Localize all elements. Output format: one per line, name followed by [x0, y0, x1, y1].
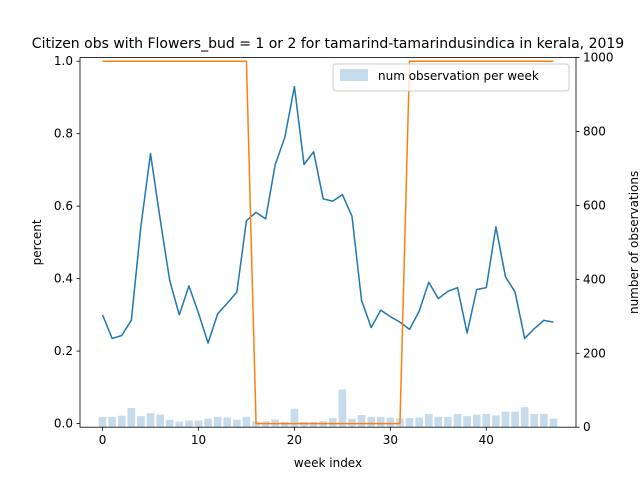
bar — [424, 413, 433, 428]
x-axis-label: week index — [294, 456, 362, 470]
bar — [501, 411, 510, 428]
bar — [376, 416, 385, 428]
bar — [127, 407, 136, 428]
bar — [204, 418, 212, 428]
legend-label: num observation per week — [378, 69, 539, 83]
bar — [520, 407, 529, 428]
y2-axis-label: number of observations — [627, 171, 640, 314]
y2-tick-label: 0 — [583, 420, 591, 434]
x-tick-label: 20 — [287, 433, 302, 447]
y-tick-label: 0.2 — [54, 344, 73, 358]
y-axis-right: 0 200 400 600 800 1000 — [576, 51, 614, 434]
y-axis-left: 0.0 0.2 0.4 0.6 0.8 1.0 — [54, 54, 80, 431]
bar — [137, 416, 145, 428]
bar — [434, 416, 443, 428]
bar — [280, 422, 289, 428]
y2-tick-label: 800 — [583, 125, 606, 139]
bar — [453, 413, 462, 428]
bar — [338, 389, 347, 428]
bar — [357, 415, 366, 428]
bar — [492, 415, 500, 428]
y-tick-label: 0.0 — [54, 417, 73, 431]
bar — [549, 418, 558, 428]
bar — [233, 419, 241, 428]
x-tick-label: 40 — [479, 433, 494, 447]
bar — [444, 416, 452, 428]
legend: num observation per week — [332, 63, 570, 92]
bar — [290, 408, 299, 428]
bar — [185, 420, 193, 428]
line-series — [101, 60, 554, 425]
series-line-2 — [102, 60, 554, 425]
bar — [98, 416, 107, 428]
bar — [472, 414, 481, 428]
bar — [405, 417, 414, 428]
bar — [175, 421, 184, 428]
bar — [223, 417, 232, 428]
bar — [540, 413, 548, 428]
bar — [156, 414, 164, 428]
bar-series — [98, 389, 558, 428]
bar — [194, 420, 203, 428]
x-axis: 0 10 20 30 40 — [99, 427, 494, 447]
y-axis-label: percent — [30, 219, 44, 265]
chart-title: Citizen obs with Flowers_bud = 1 or 2 fo… — [32, 36, 624, 52]
y-tick-label: 1.0 — [54, 54, 73, 68]
y2-tick-label: 600 — [583, 198, 606, 212]
bar — [530, 413, 539, 428]
bar — [511, 411, 519, 428]
bar — [367, 416, 376, 428]
bar — [146, 413, 155, 428]
y2-tick-label: 1000 — [583, 51, 614, 65]
bar — [328, 417, 337, 428]
x-tick-label: 10 — [191, 433, 206, 447]
legend-box — [332, 63, 570, 92]
y-tick-label: 0.6 — [54, 199, 73, 213]
y-tick-label: 0.4 — [54, 272, 73, 286]
x-tick-label: 30 — [383, 433, 398, 447]
bar — [242, 416, 251, 428]
bar — [165, 419, 174, 428]
legend-swatch — [340, 69, 368, 81]
bar — [386, 417, 395, 428]
y2-tick-label: 200 — [583, 346, 606, 360]
bar — [463, 416, 471, 428]
bar — [300, 422, 308, 428]
series-line-1 — [101, 85, 554, 344]
bar — [108, 416, 116, 428]
y2-tick-label: 400 — [583, 272, 606, 286]
bar — [117, 415, 126, 428]
bar — [415, 417, 423, 428]
bar — [309, 422, 318, 428]
bar — [482, 413, 491, 428]
x-tick-label: 0 — [99, 433, 107, 447]
plot-frame — [79, 57, 577, 428]
bar — [213, 416, 222, 428]
y-tick-label: 0.8 — [54, 127, 73, 141]
